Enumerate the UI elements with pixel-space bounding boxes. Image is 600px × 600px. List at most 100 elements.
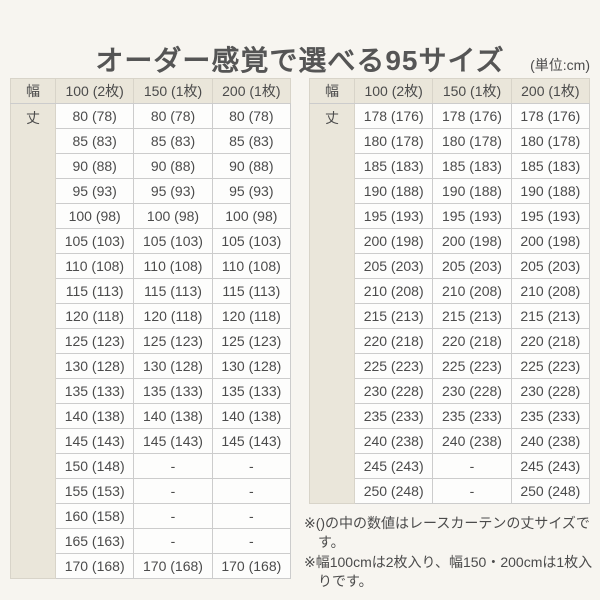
size-cell: 225 (223) bbox=[432, 353, 512, 379]
size-cell: 215 (213) bbox=[353, 303, 434, 329]
size-cell: 220 (218) bbox=[432, 328, 512, 354]
size-cell: 95 (93) bbox=[54, 178, 135, 204]
col-header-cell: 200 (1枚) bbox=[211, 78, 292, 104]
size-cell: - bbox=[432, 453, 512, 479]
size-cell: - bbox=[211, 453, 292, 479]
size-table-right: 幅 100 (2枚) 150 (1枚) 200 (1枚) 丈 178 (176) 178 (… bbox=[309, 78, 591, 504]
size-cell: 178 (176) bbox=[510, 103, 591, 129]
size-cell: 180 (178) bbox=[353, 128, 434, 154]
size-cell: 140 (138) bbox=[211, 403, 292, 429]
size-cell: 105 (103) bbox=[54, 228, 135, 254]
size-cell: - bbox=[133, 528, 213, 554]
size-cell: 235 (233) bbox=[432, 403, 512, 429]
table-row: 205 (203) 205 (203) 205 (203) bbox=[310, 253, 591, 279]
size-cell: 205 (203) bbox=[510, 253, 591, 279]
size-cell: 155 (153) bbox=[54, 478, 135, 504]
size-cell: - bbox=[211, 478, 292, 504]
size-tables-container: 幅 100 (2枚) 150 (1枚) 200 (1枚) 丈 80 (78) 80 (78)… bbox=[10, 78, 591, 579]
size-cell: 160 (158) bbox=[54, 503, 135, 529]
size-cell: 95 (93) bbox=[133, 178, 213, 204]
table-row: 170 (168) 170 (168) 170 (168) bbox=[11, 553, 292, 579]
size-cell: - bbox=[133, 453, 213, 479]
size-cell: 150 (148) bbox=[54, 453, 135, 479]
size-cell: 115 (113) bbox=[133, 278, 213, 304]
size-cell: 105 (103) bbox=[211, 228, 292, 254]
size-cell: 195 (193) bbox=[353, 203, 434, 229]
size-cell: 125 (123) bbox=[133, 328, 213, 354]
size-cell: 170 (168) bbox=[133, 553, 213, 579]
table-row: 185 (183) 185 (183) 185 (183) bbox=[310, 153, 591, 179]
col-header-cell: 200 (1枚) bbox=[510, 78, 591, 104]
size-cell: 220 (218) bbox=[510, 328, 591, 354]
size-cell: 90 (88) bbox=[211, 153, 292, 179]
size-cell: 85 (83) bbox=[54, 128, 135, 154]
table-row: 130 (128) 130 (128) 130 (128) bbox=[11, 353, 292, 379]
size-cell: 250 (248) bbox=[510, 478, 591, 504]
size-cell: 80 (78) bbox=[54, 103, 135, 129]
table-row: 125 (123) 125 (123) 125 (123) bbox=[11, 328, 292, 354]
size-cell: 215 (213) bbox=[510, 303, 591, 329]
size-cell: 245 (243) bbox=[510, 453, 591, 479]
size-cell: 200 (198) bbox=[353, 228, 434, 254]
size-cell: 230 (228) bbox=[432, 378, 512, 404]
size-cell: - bbox=[211, 503, 292, 529]
size-cell: 235 (233) bbox=[510, 403, 591, 429]
size-cell: 145 (143) bbox=[54, 428, 135, 454]
size-cell: - bbox=[133, 503, 213, 529]
size-cell: 120 (118) bbox=[211, 303, 292, 329]
table-row: 240 (238) 240 (238) 240 (238) bbox=[310, 428, 591, 454]
size-cell: 185 (183) bbox=[510, 153, 591, 179]
size-cell: 115 (113) bbox=[211, 278, 292, 304]
size-cell: 130 (128) bbox=[133, 353, 213, 379]
size-cell: 165 (163) bbox=[54, 528, 135, 554]
size-cell: 180 (178) bbox=[432, 128, 512, 154]
header-row: 幅 100 (2枚) 150 (1枚) 200 (1枚) bbox=[10, 78, 292, 104]
size-cell: 140 (138) bbox=[54, 403, 135, 429]
size-cell: 145 (143) bbox=[211, 428, 292, 454]
table-row: 135 (133) 135 (133) 135 (133) bbox=[11, 378, 292, 404]
footnotes: ※()の中の数値はレースカーテンの丈サイズです。 ※幅100cmは2枚入り、幅15… bbox=[304, 514, 596, 591]
size-cell: 210 (208) bbox=[353, 278, 434, 304]
table-row: 220 (218) 220 (218) 220 (218) bbox=[310, 328, 591, 354]
size-cell: 130 (128) bbox=[54, 353, 135, 379]
size-cell: 130 (128) bbox=[211, 353, 292, 379]
table-row: 85 (83) 85 (83) 85 (83) bbox=[11, 128, 292, 154]
size-cell: 170 (168) bbox=[211, 553, 292, 579]
size-cell: - bbox=[211, 528, 292, 554]
size-cell: 85 (83) bbox=[133, 128, 213, 154]
table-row: 110 (108) 110 (108) 110 (108) bbox=[11, 253, 292, 279]
size-cell: 235 (233) bbox=[353, 403, 434, 429]
size-cell: 178 (176) bbox=[432, 103, 512, 129]
table-row: 100 (98) 100 (98) 100 (98) bbox=[11, 203, 292, 229]
size-cell: 110 (108) bbox=[54, 253, 135, 279]
size-cell: 90 (88) bbox=[54, 153, 135, 179]
size-cell: 200 (198) bbox=[432, 228, 512, 254]
table-row: 115 (113) 115 (113) 115 (113) bbox=[11, 278, 292, 304]
size-cell: 195 (193) bbox=[510, 203, 591, 229]
size-cell: 220 (218) bbox=[353, 328, 434, 354]
table-row: 丈 80 (78) 80 (78) 80 (78) bbox=[10, 103, 292, 579]
size-cell: 240 (238) bbox=[353, 428, 434, 454]
size-cell: 190 (188) bbox=[353, 178, 434, 204]
footnote: ※()の中の数値はレースカーテンの丈サイズです。 bbox=[304, 515, 590, 551]
size-cell: 110 (108) bbox=[211, 253, 292, 279]
table-row: 105 (103) 105 (103) 105 (103) bbox=[11, 228, 292, 254]
size-cell: 100 (98) bbox=[211, 203, 292, 229]
table-row: 250 (248) -250 (248) bbox=[310, 478, 591, 504]
size-cell: 90 (88) bbox=[133, 153, 213, 179]
table-row: 200 (198) 200 (198) 200 (198) bbox=[310, 228, 591, 254]
size-cell: 250 (248) bbox=[353, 478, 434, 504]
size-cell: 210 (208) bbox=[510, 278, 591, 304]
length-label-cell: 丈 bbox=[10, 103, 56, 579]
size-cell: 135 (133) bbox=[211, 378, 292, 404]
size-cell: 135 (133) bbox=[54, 378, 135, 404]
width-corner-cell: 幅 bbox=[10, 78, 56, 104]
table-row: 235 (233) 235 (233) 235 (233) bbox=[310, 403, 591, 429]
size-cell: 180 (178) bbox=[510, 128, 591, 154]
table-row: 190 (188) 190 (188) 190 (188) bbox=[310, 178, 591, 204]
size-cell: 240 (238) bbox=[432, 428, 512, 454]
size-cell: 185 (183) bbox=[353, 153, 434, 179]
header-row: 幅 100 (2枚) 150 (1枚) 200 (1枚) bbox=[309, 78, 591, 104]
size-cell: 115 (113) bbox=[54, 278, 135, 304]
size-cell: 100 (98) bbox=[54, 203, 135, 229]
